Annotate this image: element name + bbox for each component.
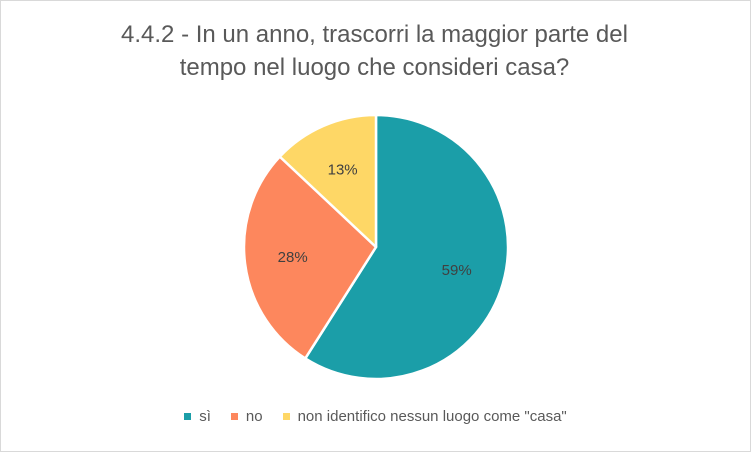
pie-slice-si: [304, 113, 510, 381]
pie-slice-no: [242, 155, 378, 360]
legend: sì no non identifico nessun luogo come "…: [0, 408, 751, 425]
chart-title-line-1: 4.4.2 - In un anno, trascorri la maggior…: [121, 21, 628, 48]
pie-data-labels: 59% 28% 13%: [278, 161, 472, 279]
legend-label-si: sì: [199, 408, 211, 425]
chart-title: 4.4.2 - In un anno, trascorri la maggior…: [40, 18, 709, 84]
legend-label-nessun-luogo: non identifico nessun luogo come "casa": [297, 408, 567, 425]
legend-label-no: no: [245, 408, 263, 425]
data-label-si: 59%: [442, 262, 472, 279]
pie-slices: [242, 113, 510, 381]
legend-item-si: sì: [184, 408, 211, 425]
legend-swatch-no: [230, 413, 238, 420]
legend-item-nessun-luogo: non identifico nessun luogo come "casa": [282, 408, 567, 425]
data-label-no: 28%: [278, 249, 308, 266]
legend-swatch-nessun-luogo: [282, 413, 290, 420]
legend-item-no: no: [230, 408, 263, 425]
legend-swatch-si: [184, 413, 192, 420]
chart-title-line-2: tempo nel luogo che consideri casa?: [179, 54, 570, 81]
data-label-nessun-luogo: 13%: [328, 161, 358, 178]
pie-slice-nessun-luogo: [278, 113, 378, 249]
